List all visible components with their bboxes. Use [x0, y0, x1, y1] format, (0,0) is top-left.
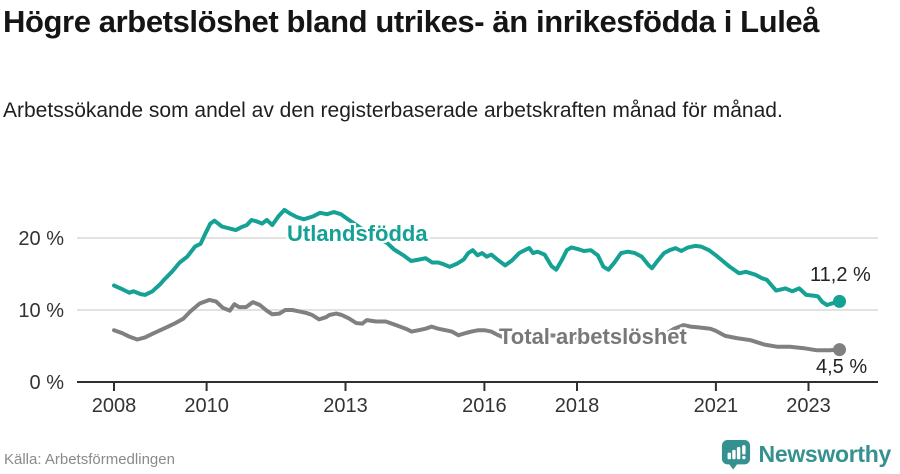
y-tick-label-20: 20 %: [18, 228, 64, 250]
y-tick-label-10: 10 %: [18, 300, 64, 322]
series-end-dot-total: [833, 343, 847, 357]
newsworthy-wordmark: Newsworthy: [758, 441, 892, 467]
x-tick-label-2021: 2021: [694, 395, 739, 417]
end-value-utlandsfodda: 11,2 %: [810, 264, 871, 286]
y-tick-label-0: 0 %: [30, 372, 65, 394]
series-label-total-arbetsloshet: Total arbetslöshet: [499, 324, 687, 349]
series-end-dot-utlandsfodda: [833, 294, 847, 308]
source-attribution: Källa: Arbetsförmedlingen: [4, 451, 175, 468]
x-tick-label-2010: 2010: [184, 395, 229, 417]
chart-subtitle: Arbetssökande som andel av den registerb…: [3, 99, 783, 122]
end-value-total: 4,5 %: [816, 356, 868, 378]
x-tick-label-2018: 2018: [555, 395, 600, 417]
x-tick-label-2008: 2008: [92, 395, 137, 417]
page-title: Högre arbetslöshet bland utrikes- än inr…: [3, 4, 820, 39]
x-tick-label-2023: 2023: [786, 395, 831, 417]
series-label-utlandsfodda: Utlandsfödda: [287, 221, 428, 246]
series-line-total: [112, 297, 842, 353]
x-tick-label-2016: 2016: [462, 395, 507, 417]
newsworthy-logo[interactable]: Newsworthy: [721, 439, 891, 470]
x-tick-label-2013: 2013: [323, 395, 368, 417]
series-line-utlandsfodda: [112, 207, 842, 307]
newsworthy-icon: [721, 439, 750, 470]
